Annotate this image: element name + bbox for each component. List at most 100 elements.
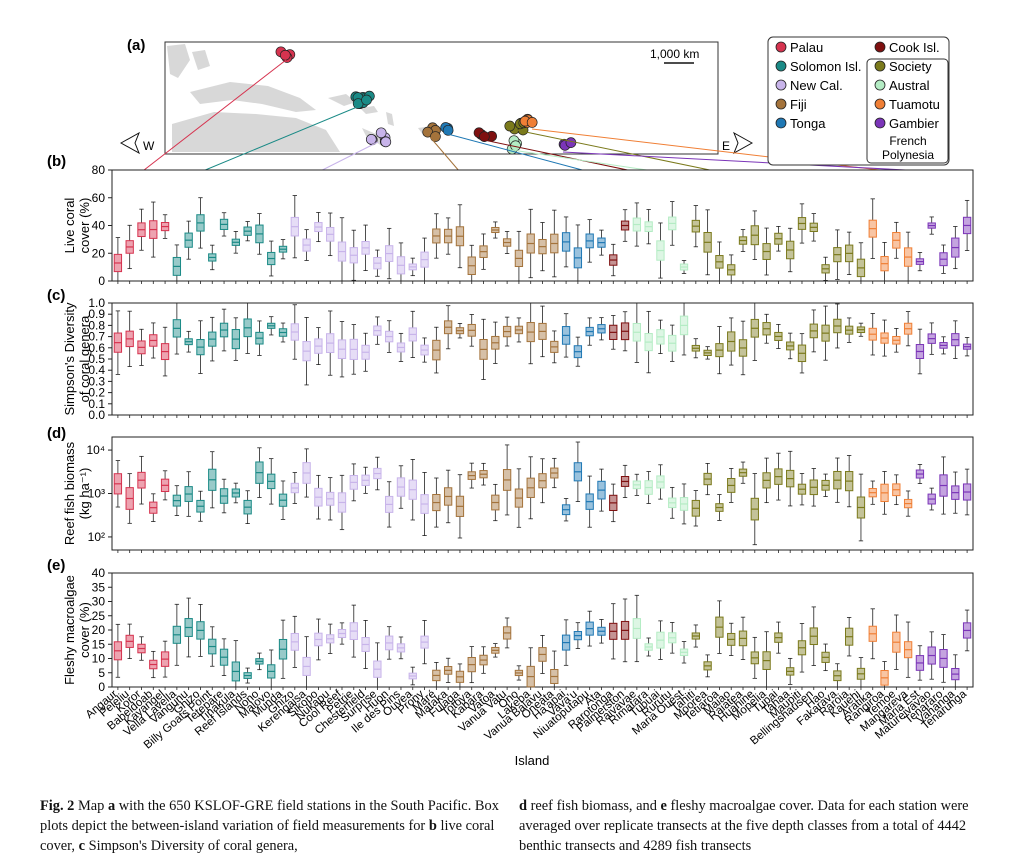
figure: (a) (b) (c) (d) (e) 1,000 km W E Palau So… [47,36,974,768]
y-tick-label: 20 [92,246,106,260]
connector-line [429,136,461,173]
y-axis-title: Reef fish biomass [62,441,77,545]
y-tick-label: 0.2 [88,386,105,400]
caption-ref-e: e [660,798,667,814]
caption-text-6: fleshy macroalgae cover. Data for each s… [519,798,969,854]
caption-left: Fig. 2 Map a with the 650 KSLOF-GRE fiel… [40,796,502,856]
x-axis-title: Island [515,753,550,768]
y-axis-title: cover (%) [77,198,92,254]
y-tick-label: 30 [92,595,106,609]
caption-text-4: Simpson's Diversity of coral genera, [84,838,298,854]
panel-label-d: (d) [47,425,66,442]
caption-text-3: live coral cover, [40,818,495,854]
panel-label-b: (b) [47,153,66,170]
caption-ref-c: c [78,838,85,854]
connector-line [511,149,661,173]
connector-line [515,129,720,173]
connector-line [318,141,379,173]
caption-ref-a: a [107,798,116,814]
station-marker [526,117,538,128]
x-tick-labels: AngaurPeleliuKororBabeldoabKayangelVella… [84,688,970,752]
legend-label: Solomon Isl. [790,59,862,74]
station-marker [375,127,387,139]
landmass-solomons [328,94,378,114]
legend-frame [767,36,950,166]
y-tick-label: 0.8 [88,318,105,332]
y-tick-label: 0.1 [88,397,105,411]
station-marker [361,94,372,106]
connector-line [562,151,944,173]
legend-label: New Cal. [790,78,843,93]
y-tick-label: 5 [98,666,105,680]
y-tick-label: 35 [92,580,106,594]
legend-label: Tonga [790,116,826,131]
map-stations [275,46,577,155]
legend-marker [775,117,787,129]
map-panel: 1,000 km W E Palau Solomon Isl. New Cal. Fi… [119,36,950,173]
y-tick-label: 40 [92,566,106,580]
legend-label: Society [889,59,932,74]
legend-label: Gambier [889,116,940,131]
panel-label-c: (c) [47,287,65,304]
connector-line [443,132,590,173]
legend-items: Palau Solomon Isl. New Cal. Fiji Tonga Cook I… [775,40,940,131]
connector-line [141,59,287,173]
compass-east: E [722,131,754,155]
legend-label: Palau [790,40,823,55]
y-axis-title: Fleshy macroalgae [62,575,77,685]
connector-line [483,139,637,173]
y-tick-label: 15 [92,637,106,651]
y-axis-title: cover (%) [77,602,92,658]
map-legend: Palau Solomon Isl. New Cal. Fiji Tonga Cook I… [767,36,950,166]
compass-west: W [119,131,155,155]
y-axis-title: (kg ha⁻¹) [77,468,92,520]
y-tick-label: 20 [92,623,106,637]
compass-east-label: E [722,139,730,153]
legend-group-label-line2: Polynesia [882,148,934,162]
y-tick-label: 0.0 [88,408,105,422]
legend-marker [775,60,787,72]
y-axis-title: of coral genera [77,315,92,402]
panel-label-e: (e) [47,557,65,574]
panel-label-a: (a) [127,37,145,54]
y-tick-label: 0.7 [88,330,105,344]
panel-3: 10⁴ 10³ 10² Reef fish biomass (kg ha⁻¹) [62,436,974,553]
legend-marker [874,79,886,91]
landmass-australia [172,112,340,152]
y-tick-label: 0.6 [88,341,105,355]
y-tick-label: 0 [98,680,105,694]
landmass-new-guinea [190,82,316,112]
y-tick-label: 25 [92,609,106,623]
caption-text-2: with the 650 KSLOF-GRE field stations in… [40,798,499,834]
station-marker [279,49,291,61]
y-axis-title: Live coral [62,198,77,254]
y-axis-title: Simpson's Diversity [62,302,77,416]
y-tick-label: 10 [92,652,106,666]
east-arrow-icon [733,131,754,155]
scale-bar-label: 1,000 km [650,47,699,61]
french-polynesia-group-frame [866,58,949,164]
y-tick-label: 0.5 [88,352,105,366]
station-marker [365,134,377,145]
y-tick-label: 40 [92,219,106,233]
landmass-vanuatu [386,112,394,126]
caption-fig-label: Fig. 2 [40,798,75,814]
y-tick-label: 10³ [88,487,105,501]
station-marker [430,131,441,142]
station-marker [380,136,392,148]
y-tick-label: 80 [92,163,106,177]
station-marker [442,124,454,136]
legend-label: Austral [889,78,930,93]
map-to-plot-connectors [141,59,944,173]
station-marker [565,137,577,148]
legend-marker [874,60,886,72]
caption-ref-d: d [519,798,528,814]
legend-marker [874,98,886,110]
legend-marker [874,117,886,129]
station-marker [504,120,516,132]
y-tick-label: 1.0 [88,296,105,310]
legend-label: Fiji [790,97,807,112]
y-tick-label: 10² [88,530,105,544]
